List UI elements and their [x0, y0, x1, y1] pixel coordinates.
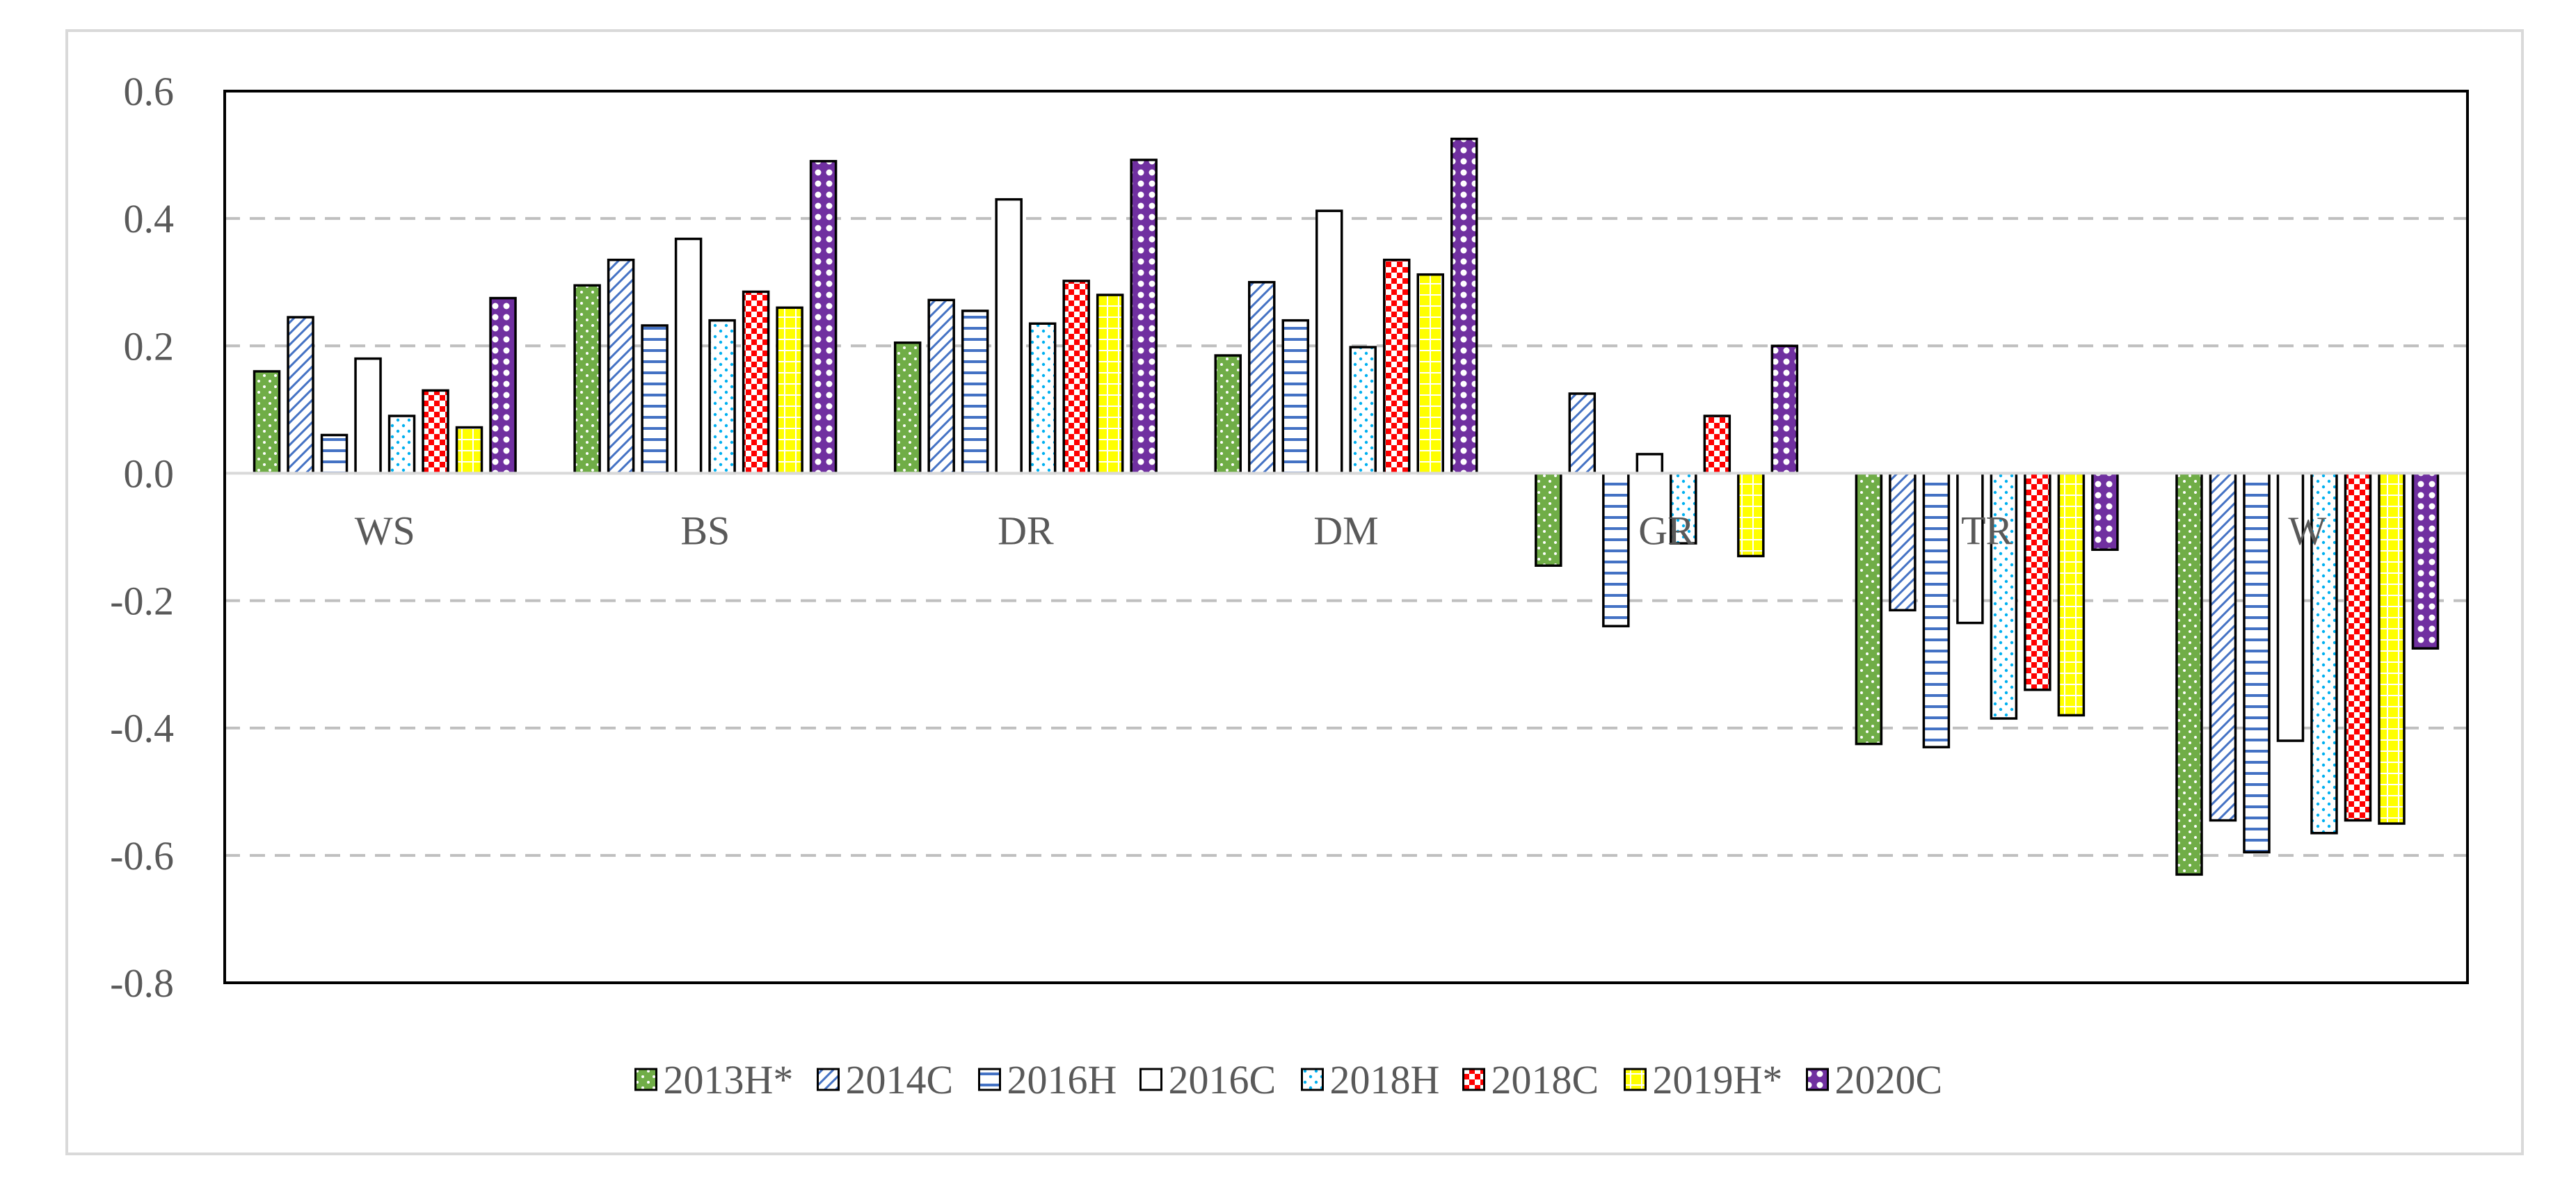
bar-tr-2018c	[2024, 472, 2051, 691]
y-tick-label: 0.4	[124, 196, 175, 241]
bar-dm-2016c	[1315, 209, 1343, 475]
bar-ws-2016h	[320, 433, 349, 475]
category-label: GR	[1638, 508, 1695, 553]
bar-bs-2016h	[641, 324, 669, 475]
bar-tr-2014c	[1889, 472, 1917, 612]
legend-swatch	[634, 1068, 657, 1091]
bar-dm-2016h	[1281, 319, 1309, 475]
bar-bs-2019hstar	[776, 306, 803, 475]
bar-w-2014c	[2209, 472, 2237, 822]
bar-gr-2019hstar	[1737, 472, 1765, 558]
bar-bs-2014c	[607, 258, 635, 475]
bar-tr-2019hstar	[2057, 472, 2086, 717]
legend-swatch	[1462, 1068, 1485, 1091]
bar-dr-2018c	[1062, 280, 1090, 475]
category-label: W	[2288, 508, 2326, 553]
bar-ws-2020c	[489, 296, 517, 475]
y-tick-label: 0.2	[124, 323, 175, 369]
bar-tr-2020c	[2091, 472, 2119, 552]
bar-w-2016c	[2276, 472, 2305, 742]
legend-swatch	[1806, 1068, 1829, 1091]
bar-ws-2018h	[387, 415, 416, 475]
bar-gr-2014c	[1568, 392, 1597, 475]
legend-swatch	[817, 1068, 840, 1091]
bar-dm-2018h	[1349, 346, 1377, 475]
bar-bs-2018h	[708, 319, 736, 475]
legend-swatch	[1139, 1068, 1162, 1091]
bar-dm-2019hstar	[1416, 273, 1444, 475]
legend-swatch	[978, 1068, 1001, 1091]
bar-dr-2014c	[927, 298, 955, 475]
axes: 0.6 0.4 0.2 0.0 -0.2 -0.4 -0.6 -0.8 WS BS DR DM GR TR…	[110, 69, 2469, 1006]
bar-dm-2013hstar	[1214, 354, 1242, 475]
y-tick-label: -0.2	[110, 579, 174, 624]
bar-tr-2018h	[1990, 472, 2018, 720]
category-label: WS	[355, 508, 415, 553]
bar-bs-2013hstar	[573, 284, 601, 475]
bar-gr-2020c	[1770, 344, 1799, 475]
legend-label: 2019H*	[1653, 1057, 1783, 1102]
bar-dr-2020c	[1130, 159, 1158, 475]
bar-w-2020c	[2411, 472, 2440, 650]
bar-tr-2013hstar	[1855, 472, 1883, 746]
bar-w-2018c	[2344, 472, 2372, 822]
bar-dm-2014c	[1248, 280, 1276, 475]
bar-bs-2018c	[742, 290, 770, 475]
y-tick-label: -0.8	[110, 961, 174, 1006]
category-label: DR	[998, 508, 1054, 553]
bar-bs-2020c	[809, 159, 838, 475]
legend-swatch	[1624, 1068, 1647, 1091]
bar-gr-2013hstar	[1535, 472, 1562, 567]
bar-ws-2016c	[354, 357, 382, 475]
legend-label: 2020C	[1835, 1057, 1943, 1102]
bar-tr-2016h	[1922, 472, 1951, 748]
bar-w-2019hstar	[2378, 472, 2406, 825]
bar-dm-2018c	[1383, 258, 1411, 475]
legend-label: 2013H*	[664, 1057, 794, 1102]
bar-gr-2016h	[1602, 472, 1630, 627]
y-tick-label: 0.0	[124, 451, 175, 496]
bar-ws-2018c	[422, 389, 449, 475]
category-label: TR	[1961, 508, 2013, 553]
legend-label: 2016C	[1169, 1057, 1277, 1102]
bar-gr-2018c	[1703, 415, 1731, 475]
bar-dr-2016h	[961, 310, 989, 475]
bar-ws-2014c	[287, 316, 314, 475]
bar-w-2016h	[2243, 472, 2271, 854]
bars	[253, 137, 2440, 876]
bar-ws-2019hstar	[455, 426, 483, 475]
bar-dr-2016c	[995, 198, 1023, 475]
y-tick-label: -0.4	[110, 706, 174, 751]
bar-w-2013hstar	[2175, 472, 2203, 876]
bar-dr-2018h	[1028, 322, 1057, 475]
category-label: BS	[680, 508, 730, 553]
y-tick-label: 0.6	[124, 69, 175, 114]
legend-label: 2016H	[1007, 1057, 1117, 1102]
category-label: DM	[1313, 508, 1378, 553]
legend-label: 2018C	[1491, 1057, 1599, 1102]
plot-frame	[223, 90, 2469, 984]
y-tick-label: -0.6	[110, 833, 174, 878]
legend: 2013H* 2014C 2016H 2016C 2018H 2018C 2019H* 202…	[634, 1057, 1943, 1102]
bar-gr-2016c	[1635, 453, 1664, 475]
legend-label: 2018H	[1330, 1057, 1440, 1102]
bar-w-2018h	[2310, 472, 2338, 835]
chart-area-border	[65, 29, 2524, 1155]
legend-swatch	[1301, 1068, 1324, 1091]
bar-bs-2016c	[674, 237, 703, 475]
bar-dm-2020c	[1450, 137, 1478, 475]
bar-dr-2019hstar	[1096, 294, 1124, 475]
legend-label: 2014C	[846, 1057, 954, 1102]
bar-ws-2013hstar	[253, 370, 281, 475]
bar-dr-2013hstar	[893, 341, 922, 475]
